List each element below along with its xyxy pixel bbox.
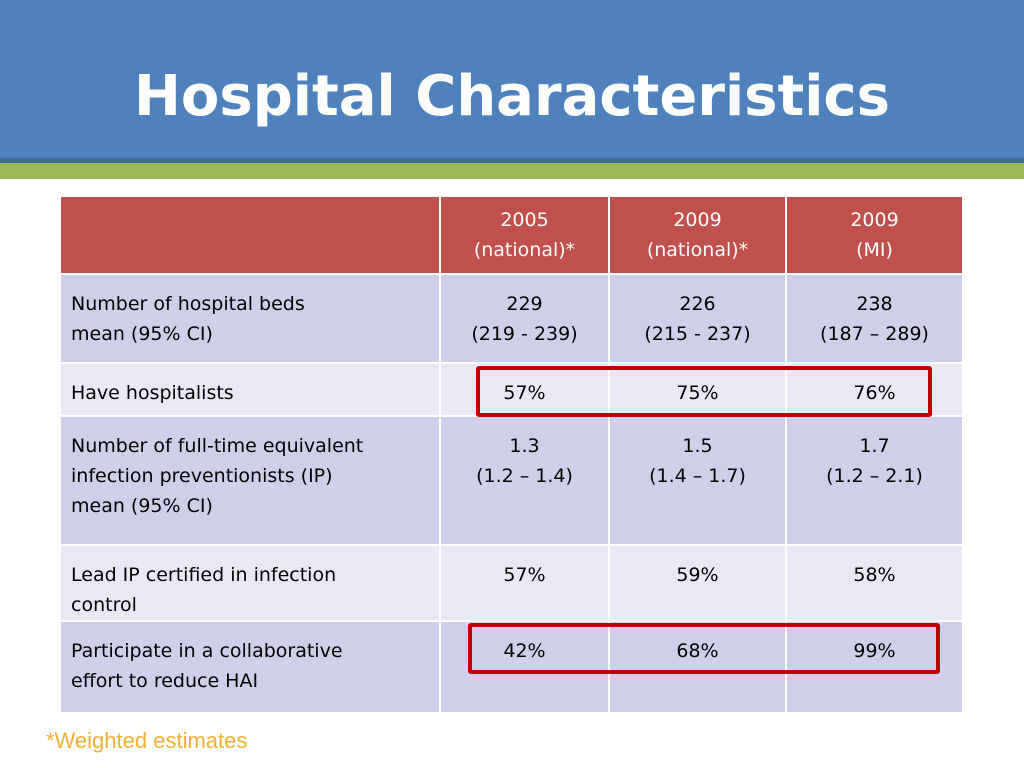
hospital-characteristics-table: 2005 (national)* 2009 (national)* 2009 (… [59,195,964,714]
header-2009-national: 2009 (national)* [608,195,787,275]
cell-2005-national: 42% [439,620,610,714]
row-label: Participate in a collaborative effort to… [59,620,441,714]
title-bar-shadow [0,158,1024,163]
cell-2009-national: 1.5 (1.4 – 1.7) [608,415,787,546]
cell-2009-national: 59% [608,544,787,622]
row-label: Lead IP certified in infection control [59,544,441,622]
accent-stripe [0,163,1024,179]
footnote: *Weighted estimates [46,728,248,753]
cell-2009-national: 75% [608,362,787,417]
header-2009-mi: 2009 (MI) [785,195,964,275]
table-row: Number of hospital beds mean (95% CI) 22… [59,273,964,364]
cell-2009-national: 226 (215 - 237) [608,273,787,364]
cell-2009-mi: 1.7 (1.2 – 2.1) [785,415,964,546]
table-header-row: 2005 (national)* 2009 (national)* 2009 (… [59,195,964,275]
header-2005-national: 2005 (national)* [439,195,610,275]
cell-2005-national: 57% [439,544,610,622]
cell-2009-mi: 99% [785,620,964,714]
cell-2009-mi: 58% [785,544,964,622]
cell-2005-national: 1.3 (1.2 – 1.4) [439,415,610,546]
row-label: Number of full-time equivalent infection… [59,415,441,546]
table-row: Lead IP certified in infection control 5… [59,544,964,622]
cell-2009-mi: 238 (187 – 289) [785,273,964,364]
cell-2009-mi: 76% [785,362,964,417]
table-row: Have hospitalists 57% 75% 76% [59,362,964,417]
row-label: Have hospitalists [59,362,441,417]
table-row: Number of full-time equivalent infection… [59,415,964,546]
cell-2005-national: 57% [439,362,610,417]
cell-2005-national: 229 (219 - 239) [439,273,610,364]
slide-title: Hospital Characteristics [134,64,890,129]
header-empty [59,195,441,275]
cell-2009-national: 68% [608,620,787,714]
row-label: Number of hospital beds mean (95% CI) [59,273,441,364]
table-row: Participate in a collaborative effort to… [59,620,964,714]
title-bar [0,0,1024,160]
